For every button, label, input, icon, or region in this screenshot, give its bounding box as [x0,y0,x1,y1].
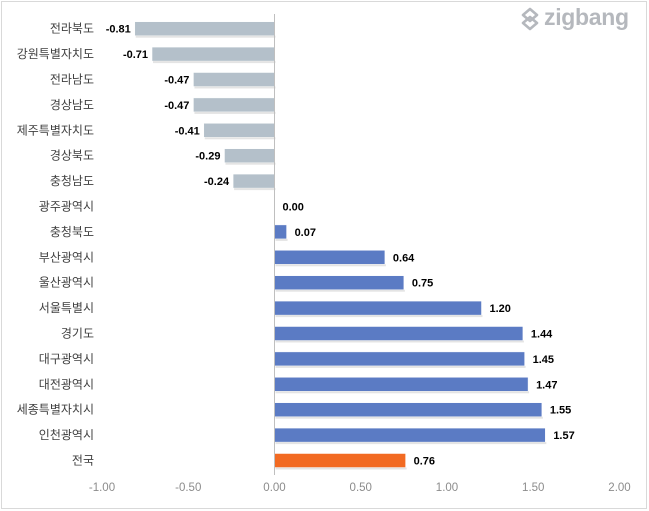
data-label: -0.47 [164,75,189,87]
bar [224,148,275,163]
category-label: 울산광역시 [39,276,94,290]
bar [274,250,386,265]
category-label: 대구광역시 [39,352,94,366]
category-label: 서울특별시 [39,301,94,315]
category-label: 충청북도 [50,225,94,239]
bar [203,123,275,138]
category-label: 경상남도 [50,98,94,112]
category-label: 광주광역시 [39,200,94,214]
bar [134,21,275,36]
data-label: -0.29 [195,151,220,163]
x-axis: -1.00 -0.50 0.00 0.50 1.00 1.50 2.00 [89,14,631,494]
bar-shadow [275,264,386,267]
x-tick-label: 0.00 [263,482,285,494]
bar-shadow [275,391,530,394]
zigbang-logo-text: zigbang [544,4,629,30]
bar [274,351,525,367]
data-label: -0.24 [204,176,230,188]
category-label: 경상북도 [50,149,94,163]
bar-shadow [204,137,276,140]
category-label: 경기도 [61,327,94,341]
value-labels: -0.81 -0.71 -0.47 -0.47 -0.41 -0.29 -0.24 0.00 0… [106,24,575,468]
bar-shadow [194,86,276,89]
data-label: 1.20 [490,303,511,315]
x-tick-label: 2.00 [608,482,630,494]
bar [274,377,529,392]
category-labels: 전라북도강원특별자치도전라남도경상남도제주특별자치도경상북도충청남도광주광역시충… [17,22,94,468]
bar-shadow [275,365,526,368]
data-label: 1.47 [536,379,557,391]
data-label: -0.47 [164,100,189,112]
category-label: 부산광역시 [39,250,94,264]
bar-shadow [275,467,407,470]
x-tick-label: 1.00 [436,482,458,494]
zigbang-logo: zigbang [521,4,629,31]
data-label: 1.45 [533,354,554,366]
data-label: 0.00 [283,202,304,214]
bar-shadow [275,289,405,292]
bar [232,173,275,189]
bar [151,46,275,62]
category-label: 대전광역시 [39,377,94,391]
category-label: 제주특별자치도 [17,123,94,137]
bar-shadow [275,315,483,318]
bar-shadow [275,416,543,419]
category-label: 전국 [72,454,94,468]
bar [274,326,524,341]
bar [274,275,405,290]
data-label: -0.81 [106,24,131,36]
bar-shadow [135,35,276,38]
bar-shadow [275,238,288,241]
category-label: 전라북도 [50,22,94,36]
category-label: 세종특별자치시 [17,403,94,417]
bar-shadow [234,188,276,191]
data-label: 1.44 [531,329,553,341]
category-label: 강원특별자치도 [17,47,94,61]
data-label: 0.76 [414,456,435,468]
bar [274,427,546,443]
bar [193,97,275,113]
bar-shadow [194,111,276,114]
bars-group [134,21,547,470]
bar [274,402,543,417]
category-label: 전라남도 [50,73,94,87]
data-label: 1.55 [550,405,571,417]
data-label: 1.57 [553,430,574,442]
data-label: 0.75 [412,278,433,290]
bar-shadow [275,340,524,343]
bar [274,224,287,240]
bar-shadow [275,442,547,445]
data-label: -0.41 [175,125,200,137]
category-label: 인천광역시 [39,427,94,442]
x-tick-label: -1.00 [89,482,115,494]
data-label: 0.64 [393,252,415,264]
bar [274,300,482,316]
bar-shadow [153,61,276,64]
data-label: -0.71 [123,49,148,61]
x-tick-label: -0.50 [175,482,201,494]
category-label: 충청남도 [50,174,94,188]
x-tick-label: 1.50 [522,482,544,494]
bar-shadow [225,162,276,165]
data-label: 0.07 [295,227,316,239]
bar [274,453,406,468]
zigbang-mark-icon [521,7,539,31]
x-tick-label: 0.50 [350,482,372,494]
bar [193,72,275,87]
